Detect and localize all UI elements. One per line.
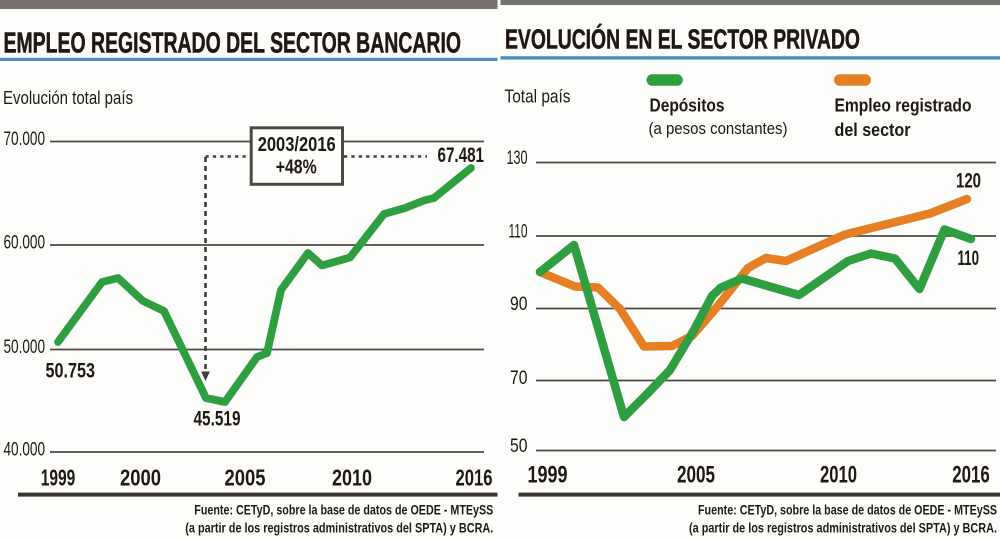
svg-text:Total país: Total país <box>505 87 571 107</box>
svg-text:(a partir de los registros adm: (a partir de los registros administrativ… <box>689 521 997 536</box>
svg-text:2003/2016: 2003/2016 <box>258 134 336 156</box>
svg-text:2010: 2010 <box>820 462 857 489</box>
svg-text:70: 70 <box>510 368 528 389</box>
svg-text:2016: 2016 <box>952 462 990 489</box>
svg-text:Fuente: CETyD, sobre la base d: Fuente: CETyD, sobre la base de datos de… <box>194 503 493 518</box>
svg-text:40.000: 40.000 <box>4 440 46 461</box>
svg-text:50.000: 50.000 <box>4 337 46 358</box>
svg-text:2016: 2016 <box>456 464 493 490</box>
svg-text:50.753: 50.753 <box>46 360 96 383</box>
svg-text:130: 130 <box>507 148 528 169</box>
svg-text:110: 110 <box>958 246 980 270</box>
svg-text:2005: 2005 <box>677 462 715 489</box>
svg-text:50: 50 <box>510 436 528 457</box>
svg-text:del sector: del sector <box>835 120 911 140</box>
svg-text:Fuente: CETyD, sobre la base d: Fuente: CETyD, sobre la base de datos de… <box>698 503 997 518</box>
svg-text:+48%: +48% <box>276 157 317 179</box>
svg-text:120: 120 <box>956 169 981 193</box>
svg-text:Empleo registrado: Empleo registrado <box>835 96 972 116</box>
svg-text:60.000: 60.000 <box>4 233 46 254</box>
svg-text:70.000: 70.000 <box>4 129 46 150</box>
svg-text:(a pesos constantes): (a pesos constantes) <box>649 119 788 138</box>
svg-text:90: 90 <box>510 294 528 315</box>
svg-text:1999: 1999 <box>528 462 568 489</box>
svg-text:2000: 2000 <box>120 464 161 490</box>
svg-text:110: 110 <box>509 222 528 243</box>
svg-text:67.481: 67.481 <box>438 144 485 167</box>
svg-text:45.519: 45.519 <box>194 408 241 431</box>
svg-text:2005: 2005 <box>225 464 266 490</box>
svg-text:EMPLEO REGISTRADO DEL SECTOR B: EMPLEO REGISTRADO DEL SECTOR BANCARIO <box>4 28 462 60</box>
svg-text:EVOLUCIÓN EN EL SECTOR PRIVADO: EVOLUCIÓN EN EL SECTOR PRIVADO <box>505 24 860 55</box>
svg-text:1999: 1999 <box>41 464 76 490</box>
svg-text:Depósitos: Depósitos <box>650 96 725 116</box>
svg-text:2010: 2010 <box>332 464 372 490</box>
svg-text:(a partir de los registros adm: (a partir de los registros administrativ… <box>185 521 493 536</box>
svg-text:Evolución total país: Evolución total país <box>3 88 133 108</box>
